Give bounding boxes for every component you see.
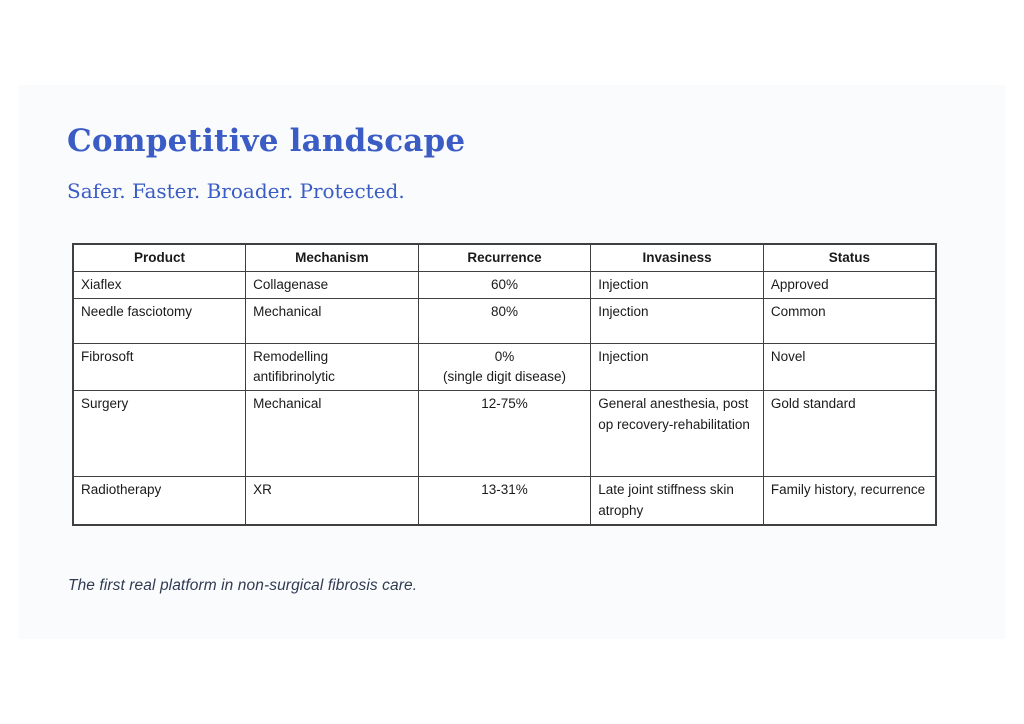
cell-status: Common <box>762 297 937 344</box>
cell-mechanism: Remodelling antifibrinolytic <box>245 342 419 392</box>
table-row-needle-fasciotomy: Needle fasciotomy Mechanical 80% Injection C… <box>72 297 937 344</box>
table-row-surgery: Surgery Mechanical 12-75% General anesthesi… <box>72 390 937 478</box>
table-head: Product Mechanism Recurrence Invasiness Stat… <box>72 243 937 272</box>
cell-product: Radiotherapy <box>72 476 247 526</box>
cell-status: Approved <box>762 270 937 299</box>
cell-status: Family history, recurrence <box>762 476 937 526</box>
cell-recurrence: 0% (single digit disease) <box>417 342 592 392</box>
table-body: Xiaflex Collagenase 60% Injection Approved Ne… <box>72 270 937 526</box>
cell-mechanism: Mechanical <box>245 390 419 478</box>
column-header-product: Product <box>72 243 247 272</box>
column-header-mechanism: Mechanism <box>245 243 419 272</box>
cell-status: Novel <box>762 342 937 392</box>
cell-mechanism: Collagenase <box>245 270 419 299</box>
tagline: The first real platform in non-surgical … <box>68 576 418 594</box>
column-header-recurrence: Recurrence <box>417 243 592 272</box>
cell-mechanism: XR <box>245 476 419 526</box>
table-header-row: Product Mechanism Recurrence Invasiness Stat… <box>72 243 937 272</box>
cell-mechanism: Mechanical <box>245 297 419 344</box>
cell-invasiness: Late joint stiffness skin atrophy <box>590 476 764 526</box>
table-row-fibrosoft: Fibrosoft Remodelling antifibrinolytic 0% … <box>72 342 937 392</box>
cell-invasiness: General anesthesia, post op recovery-reh… <box>590 390 764 478</box>
cell-recurrence: 60% <box>417 270 592 299</box>
cell-recurrence: 13-31% <box>417 476 592 526</box>
cell-invasiness: Injection <box>590 270 764 299</box>
slide-title: Competitive landscape <box>67 123 466 159</box>
cell-product: Xiaflex <box>72 270 247 299</box>
table-row-xiaflex: Xiaflex Collagenase 60% Injection Approved <box>72 270 937 299</box>
cell-product: Fibrosoft <box>72 342 247 392</box>
cell-recurrence: 80% <box>417 297 592 344</box>
cell-status: Gold standard <box>762 390 937 478</box>
slide: Competitive landscape Safer. Faster. Bro… <box>19 85 1005 639</box>
cell-invasiness: Injection <box>590 297 764 344</box>
cell-invasiness: Injection <box>590 342 764 392</box>
cell-recurrence: 12-75% <box>417 390 592 478</box>
table-row-radiotherapy: Radiotherapy XR 13-31% Late joint stiffness… <box>72 476 937 526</box>
column-header-status: Status <box>762 243 937 272</box>
slide-subtitle: Safer. Faster. Broader. Protected. <box>67 179 405 203</box>
competitive-landscape-table: Product Mechanism Recurrence Invasiness Stat… <box>72 243 937 526</box>
cell-product: Surgery <box>72 390 247 478</box>
cell-product: Needle fasciotomy <box>72 297 247 344</box>
column-header-invasiness: Invasiness <box>590 243 764 272</box>
